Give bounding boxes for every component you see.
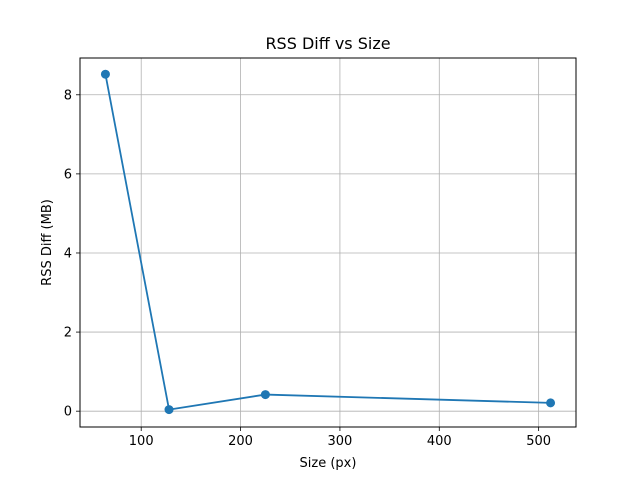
y-tick-label: 8 — [64, 88, 72, 103]
x-tick-label: 400 — [427, 434, 452, 449]
y-tick-label: 0 — [64, 405, 72, 420]
plot-frame — [79, 57, 577, 428]
y-tick-label: 2 — [64, 326, 72, 341]
data-point — [164, 405, 174, 415]
ticks-layer: 100 200 300 400 500 0 2 4 6 8 — [64, 88, 551, 449]
data-point — [546, 398, 556, 408]
chart-title: RSS Diff vs Size — [265, 34, 390, 53]
y-axis-label: RSS Diff (MB) — [40, 199, 55, 286]
grid-layer — [80, 58, 576, 427]
y-tick-label: 6 — [64, 167, 72, 182]
x-axis-label: Size (px) — [300, 456, 357, 471]
x-tick-label: 200 — [228, 434, 253, 449]
x-tick-label: 100 — [129, 434, 154, 449]
x-tick-label: 500 — [526, 434, 551, 449]
series-line — [104, 74, 551, 411]
y-tick-label: 4 — [64, 246, 72, 261]
data-point — [100, 69, 110, 79]
x-tick-label: 300 — [328, 434, 353, 449]
data-point — [260, 390, 270, 400]
series-layer — [100, 69, 556, 415]
